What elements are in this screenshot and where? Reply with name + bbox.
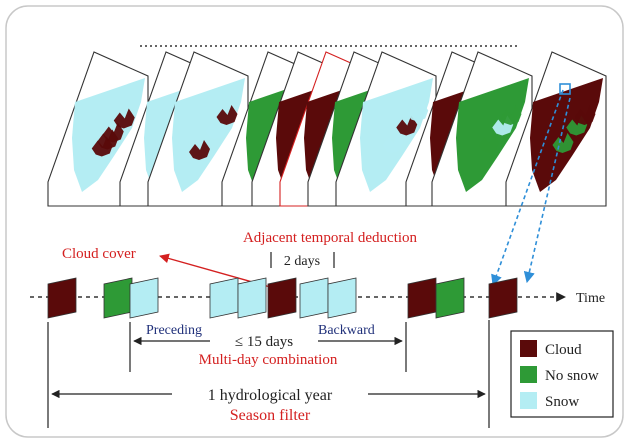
backward-label: Backward [318, 323, 375, 338]
legend-item-snow: Snow [520, 392, 579, 410]
basin-patch [407, 101, 429, 122]
legend-swatch-snow [520, 392, 537, 409]
map-frame [147, 51, 249, 207]
legend-swatch-cloud [520, 340, 537, 357]
legend-item-cloud: Cloud [520, 340, 582, 358]
legend-item-no-snow: No snow [520, 366, 599, 384]
legend-label-cloud: Cloud [545, 342, 582, 358]
legend-label-snow: Snow [545, 394, 579, 410]
roi-marker [559, 83, 571, 95]
multi-day-combination-label: Multi-day combination [199, 352, 338, 368]
basin-patch [113, 108, 135, 129]
basin-patch [574, 105, 596, 125]
timeline-tile-snow [237, 277, 267, 319]
cloud-cover-arrow [159, 253, 289, 293]
basin-region [456, 78, 529, 192]
timeline-tiles [47, 277, 518, 319]
hydrological-year-label: 1 hydrological year [208, 387, 333, 404]
basin-patch [396, 115, 418, 136]
legend-label-no-snow: No snow [545, 368, 599, 384]
timeline-tile-cloud [47, 277, 77, 319]
timeline-tile-snow [299, 277, 329, 319]
basin-patch [216, 105, 238, 125]
timeline-tile-snow [327, 277, 357, 319]
roi-link-line-2 [523, 97, 571, 284]
basin-patch [205, 119, 227, 139]
basin-patch [500, 105, 522, 125]
map-frame [47, 51, 149, 207]
timeline-tile-cloud [488, 277, 518, 319]
basin-patch [97, 129, 119, 150]
cloud-cover-label: Cloud cover [62, 246, 136, 262]
map-stack [47, 51, 607, 207]
fifteen-days-label: ≤ 15 days [235, 334, 293, 350]
basin-region [360, 78, 433, 192]
time-axis-label: Time [576, 291, 605, 306]
preceding-label: Preceding [146, 323, 202, 338]
timeline-tile-no-snow [435, 277, 465, 319]
basin-patch [189, 140, 210, 160]
timeline-tile-no-snow [103, 277, 133, 319]
timeline-tile-snow [129, 277, 159, 319]
timeline-tile-cloud [407, 277, 437, 319]
basin-patch [478, 133, 500, 153]
timeline-tile-snow [209, 277, 239, 319]
basin-region [530, 78, 603, 192]
basin-patch [382, 133, 404, 153]
adjacent-temporal-deduction-label: Adjacent temporal deduction [243, 230, 418, 246]
map-frame [431, 51, 533, 207]
legend: Cloud No snow Snow [510, 330, 614, 418]
two-days-label: 2 days [284, 254, 320, 269]
timeline-tile-cloud [267, 277, 297, 319]
legend-swatch-no-snow [520, 366, 537, 383]
season-filter-label: Season filter [230, 407, 311, 424]
